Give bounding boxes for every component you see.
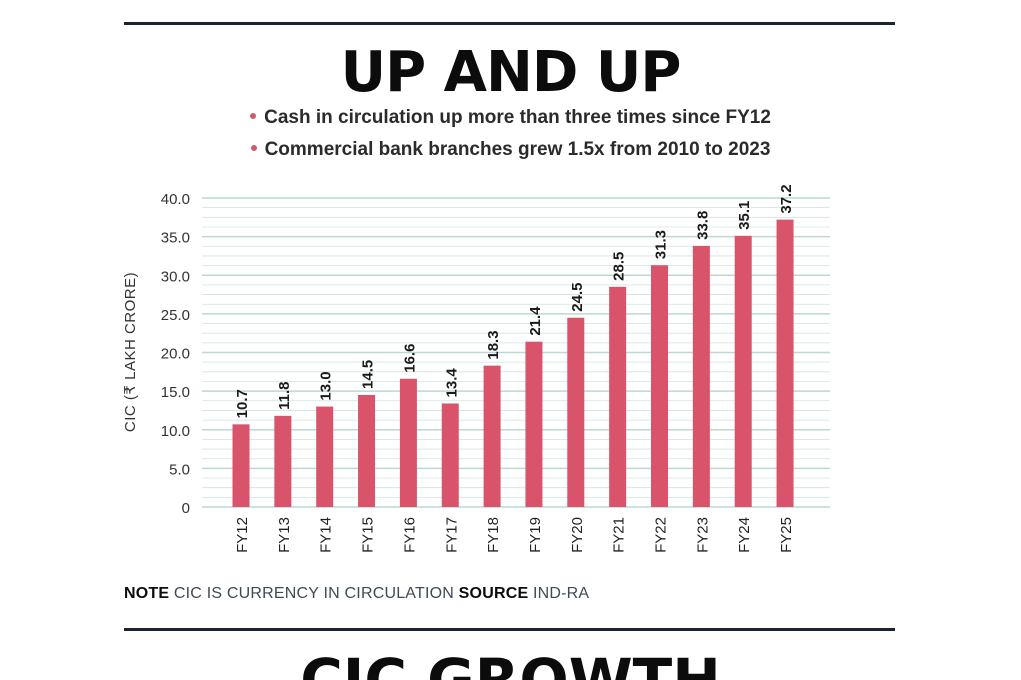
x-tick-label: FY15: [360, 517, 377, 553]
value-label: 13.0: [318, 371, 335, 400]
value-label: 11.8: [276, 381, 293, 409]
note-text: CIC IS CURRENCY IN CIRCULATION: [173, 585, 455, 602]
value-label: 33.8: [694, 211, 711, 240]
source-label: SOURCE: [458, 585, 529, 602]
bar-fy17: [441, 403, 459, 507]
value-label: 24.5: [569, 283, 586, 312]
x-tick-label: FY12: [234, 517, 251, 553]
value-label: 18.3: [485, 330, 502, 359]
y-axis-title: CIC (₹ LAKH CRORE): [122, 272, 139, 432]
next-section-title: CIC GROWTH: [300, 646, 721, 680]
y-tick-label: 40.0: [161, 191, 190, 208]
y-tick-label: 30.0: [161, 268, 190, 285]
x-tick-label: FY17: [443, 517, 460, 553]
bar-fy19: [525, 341, 543, 507]
bar-fy16: [399, 378, 417, 507]
source-text: IND-RA: [532, 585, 590, 602]
bar-fy15: [358, 394, 376, 507]
top-divider: [124, 22, 895, 25]
bar-fy23: [692, 245, 710, 507]
x-tick-label: FY14: [318, 517, 335, 553]
bar-fy18: [483, 365, 501, 507]
x-tick-label: FY19: [527, 517, 544, 553]
x-tick-label: FY25: [778, 517, 795, 553]
x-tick-label: FY23: [694, 517, 711, 553]
x-tick-label: FY20: [569, 517, 586, 553]
bullet-text: Commercial bank branches grew 1.5x from …: [264, 139, 771, 160]
bar-fy21: [609, 286, 627, 507]
value-label: 16.6: [401, 344, 418, 373]
bullet-list: Cash in circulation up more than three t…: [0, 104, 1021, 168]
value-label: 31.3: [653, 230, 670, 259]
bar-fy13: [274, 415, 292, 507]
value-label: 14.5: [360, 360, 377, 389]
y-tick-label: 15.0: [161, 384, 190, 401]
bullet-item: Commercial bank branches grew 1.5x from …: [0, 136, 1021, 168]
note-label: NOTE: [124, 585, 170, 602]
x-tick-label: FY24: [736, 517, 753, 553]
bar-fy14: [316, 406, 334, 507]
bullet-item: Cash in circulation up more than three t…: [0, 104, 1021, 136]
y-tick-label: 25.0: [161, 307, 190, 324]
value-label: 28.5: [611, 252, 628, 281]
x-tick-label: FY18: [485, 517, 502, 553]
value-label: 10.7: [234, 389, 251, 418]
bar-fy20: [567, 317, 585, 507]
bullet-dot-icon: [250, 144, 257, 151]
x-tick-label: FY22: [653, 517, 670, 553]
y-tick-label: 10.0: [161, 423, 190, 440]
value-label: 13.4: [443, 368, 460, 398]
bottom-divider: [124, 628, 895, 631]
x-tick-label: FY13: [276, 517, 293, 553]
x-tick-label: FY21: [611, 517, 628, 553]
value-label: 21.4: [527, 306, 544, 336]
bullet-dot-icon: [250, 112, 257, 119]
bar-fy25: [776, 219, 794, 507]
bullet-text: Cash in circulation up more than three t…: [264, 107, 771, 128]
x-tick-label: FY16: [401, 517, 418, 553]
y-tick-label: 20.0: [161, 346, 190, 363]
value-label: 37.2: [778, 184, 795, 213]
value-label: 35.1: [736, 201, 753, 230]
chart-footnote: NOTE CIC IS CURRENCY IN CIRCULATION SOUR…: [124, 585, 589, 603]
y-tick-label: 5.0: [169, 461, 190, 478]
bar-fy22: [651, 265, 668, 507]
y-tick-label: 0: [182, 500, 190, 517]
bar-fy12: [232, 424, 250, 507]
chart-title: UP AND UP: [340, 40, 682, 105]
bar-fy24: [734, 235, 752, 508]
y-tick-label: 35.0: [161, 230, 190, 247]
